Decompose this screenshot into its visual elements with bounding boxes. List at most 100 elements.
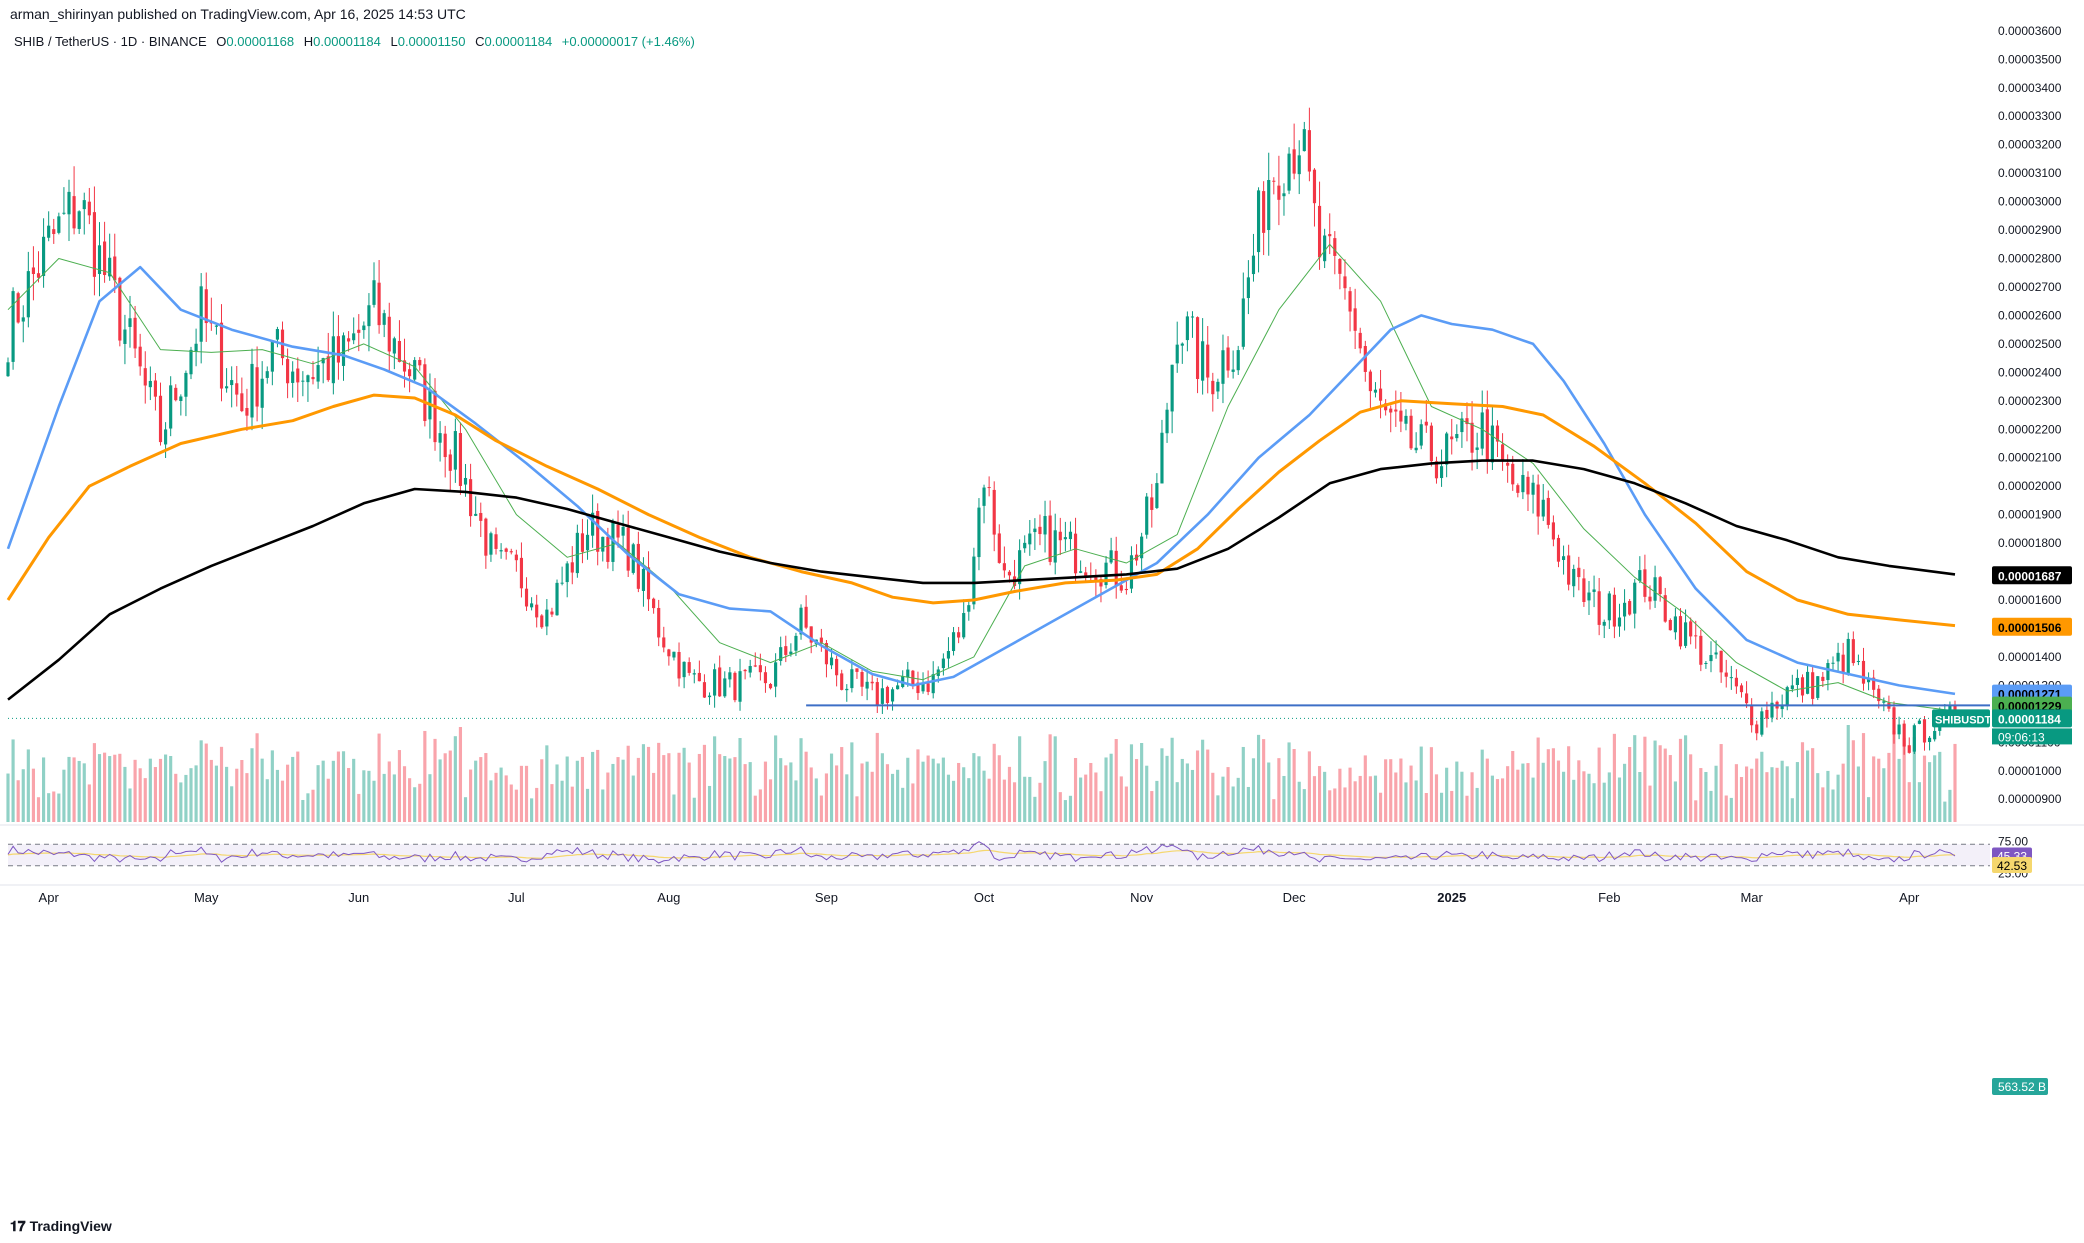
candle-body [118,277,122,341]
candle-body [1292,149,1296,174]
candle-body [591,512,595,536]
volume-bar [1760,751,1764,822]
volume-bar [1551,748,1555,822]
candle-body [967,605,971,612]
volume-bar [199,740,203,822]
volume-bar [1195,750,1200,822]
volume-bar [458,727,463,822]
volume-bar [214,765,219,822]
candle-body [1312,169,1317,204]
volume-bar [819,795,823,822]
y-tick-label: 0.00001600 [1998,593,2062,607]
volume-bar [911,783,915,822]
volume-bar [402,766,407,822]
volume-bar [153,767,157,822]
volume-bar [413,787,417,822]
volume-bar [123,766,127,822]
volume-bar [1063,800,1067,822]
volume-bar [286,764,290,822]
candle-body [865,681,869,689]
y-tick-label: 0.00002900 [1998,223,2062,237]
candle-body [916,682,920,694]
volume-bar [67,756,71,822]
candle-body [601,536,605,552]
y-tick-label: 0.00002000 [1998,479,2062,493]
volume-bar [1119,776,1123,822]
candle-body [1394,409,1398,412]
candle-body [880,688,884,704]
candle-body [1785,687,1789,707]
volume-bar [438,759,442,822]
volume-bar [829,753,834,822]
volume-bar [1399,758,1403,822]
candle-body [1826,663,1830,681]
candle-body [951,632,956,652]
candle-body [860,672,864,687]
candle-body [387,316,391,352]
candle-body [702,682,707,698]
y-tick-label: 0.00000900 [1998,792,2062,806]
candle-body [1368,371,1372,392]
candle-body [1867,678,1871,683]
candle-body [377,282,381,326]
volume-bar [1475,787,1479,822]
x-tick-label: Jun [348,890,369,905]
candle-body [1363,346,1367,372]
volume-bar [1312,776,1317,822]
candle-body [31,267,35,275]
candle-body [565,563,569,583]
volume-bar [1089,762,1093,822]
candle-body [1821,676,1825,681]
volume-bar [1272,799,1276,822]
price-tag-bg [1992,617,2072,636]
volume-bar [804,751,808,822]
candle-body [1409,415,1413,449]
candle-body [194,343,198,353]
volume-bar [133,759,137,822]
open-value: 0.00001168 [226,34,295,49]
volume-bar [82,763,86,822]
candle-body [1455,434,1459,439]
volume-bar [1582,771,1586,822]
candle-body [540,615,544,628]
volume-bar [1567,746,1571,822]
candle-body [611,522,615,562]
candle-body [265,371,269,378]
price-tag-bg [1992,566,2072,585]
y-tick-label: 0.00001400 [1998,650,2062,664]
candle-body [774,662,778,687]
volume-bar [377,733,381,822]
candle-body [1633,582,1637,614]
volume-bar [1343,787,1347,822]
volume-bar [1755,758,1759,822]
volume-bar [1073,757,1078,822]
candle-body [235,383,239,395]
candle-body [1536,484,1540,517]
candle-body [672,651,676,658]
candle-body [1384,403,1388,411]
volume-bar [1526,763,1530,822]
candle-body [336,336,341,363]
candle-body [1018,550,1022,585]
candle-body [906,669,910,678]
publisher-line: arman_shirinyan published on TradingView… [10,6,466,22]
volume-bar [1165,755,1169,822]
y-tick-label: 0.00003400 [1998,81,2062,95]
candle-body [657,607,661,638]
symbol-tag-bg [1932,709,1990,728]
y-tick-label: 0.00003300 [1998,109,2062,123]
rsi-value-tag: 42.53 [1997,859,2027,873]
volume-bar [1256,734,1261,822]
candle-body [555,582,559,616]
volume-bar [1948,789,1952,822]
candle-body [47,225,51,238]
volume-bar [1806,750,1810,822]
volume-bar [21,769,25,822]
candle-body [1094,577,1098,581]
candle-body [11,291,15,362]
volume-bar [555,764,559,822]
candle-body [123,329,127,344]
candle-body [1561,556,1566,560]
volume-bar [1297,781,1301,822]
